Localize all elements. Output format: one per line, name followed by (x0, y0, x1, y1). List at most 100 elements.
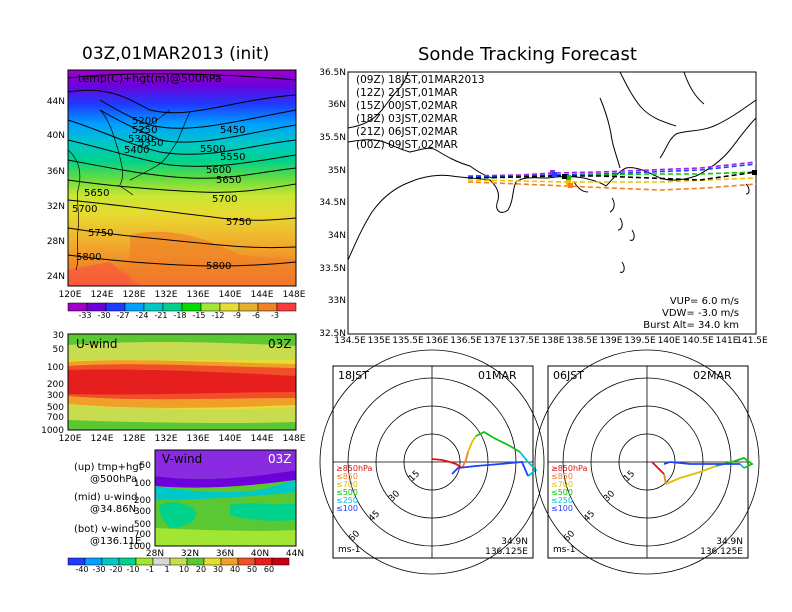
svg-text:-15: -15 (192, 311, 205, 320)
svg-text:40N: 40N (251, 549, 269, 559)
colorbar-swatch (271, 557, 290, 566)
svg-text:40N: 40N (47, 131, 65, 141)
contour-label: 5450 (220, 125, 245, 136)
contour-label: 5250 (132, 125, 157, 136)
colorbar-swatch (86, 302, 107, 312)
uwind-x-ticks: 120E 124E 128E 132E 136E 140E 144E 148E (59, 434, 306, 444)
svg-text:700: 700 (47, 413, 64, 423)
contour-label: 5550 (220, 152, 245, 163)
svg-text:≤100: ≤100 (551, 504, 573, 513)
svg-text:30: 30 (213, 565, 223, 574)
hodo-right-unit: ms-1 (553, 545, 575, 555)
svg-text:10: 10 (179, 565, 189, 574)
svg-text:≤700: ≤700 (551, 480, 573, 489)
hodo-right-legend: ≥850hPa ≤850 ≤700 ≤500 ≤250 ≤100 (551, 464, 588, 513)
svg-text:100: 100 (47, 363, 64, 373)
vwind-time: 03Z (268, 452, 292, 466)
svg-text:135E: 135E (368, 336, 391, 346)
svg-text:124E: 124E (91, 290, 114, 300)
hodo-right-lat: 34.9N (716, 537, 743, 547)
svg-text:144E: 144E (251, 290, 274, 300)
svg-text:-30: -30 (97, 311, 110, 320)
svg-text:Burst Alt= 34.0 km: Burst Alt= 34.0 km (643, 320, 739, 331)
colorbar-swatch (203, 557, 222, 566)
colorbar-swatch (254, 557, 273, 566)
svg-text:132E: 132E (155, 290, 178, 300)
contour-label: 5500 (200, 144, 225, 155)
map-panel-label: temp(C)+hgt(m)@500hPa (78, 72, 222, 85)
svg-text:≤850: ≤850 (551, 472, 573, 481)
svg-text:32.5N: 32.5N (319, 329, 346, 339)
colorbar-swatch (186, 557, 205, 566)
tracking-lat-ticks: 36.5N 36N 35.5N 35N 34.5N 34N 33.5N 33N … (319, 68, 346, 339)
svg-text:34N: 34N (328, 231, 346, 241)
svg-text:@500hPa: @500hPa (90, 474, 137, 485)
svg-text:@136.11E: @136.11E (90, 536, 141, 547)
svg-text:136E: 136E (426, 336, 449, 346)
svg-text:139E: 139E (600, 336, 623, 346)
svg-text:32N: 32N (47, 202, 65, 212)
right-title: Sonde Tracking Forecast (418, 44, 637, 65)
svg-text:-24: -24 (135, 311, 148, 320)
contour-label: 5800 (76, 252, 101, 263)
map-frame (67, 69, 297, 287)
svg-text:-12: -12 (211, 311, 224, 320)
hodo-right-lon: 136.125E (700, 547, 743, 557)
wind-colorbar (67, 557, 290, 566)
svg-text:128E: 128E (123, 434, 146, 444)
temperature-colorbar (67, 302, 297, 312)
svg-text:136.5E: 136.5E (450, 336, 482, 346)
svg-text:28N: 28N (146, 549, 164, 559)
svg-text:136E: 136E (187, 290, 210, 300)
tracking-coastline (347, 71, 757, 273)
svg-text:44N: 44N (286, 549, 304, 559)
svg-text:-30: -30 (92, 565, 105, 574)
colorbar-swatch (219, 302, 240, 312)
svg-text:138.5E: 138.5E (566, 336, 598, 346)
uwind-label: U-wind (76, 337, 117, 351)
colorbar-swatch (169, 557, 188, 566)
svg-text:700: 700 (134, 530, 151, 540)
side-legend: (up) tmp+hgt @500hPa (mid) u-wind @34.86… (74, 462, 143, 547)
svg-text:200: 200 (47, 380, 64, 390)
svg-text:50: 50 (247, 565, 257, 574)
svg-text:35N: 35N (328, 166, 346, 176)
svg-text:136E: 136E (187, 434, 210, 444)
colorbar-swatch (84, 557, 103, 566)
vwind-y-ticks: 50 100 200 300 500 700 1000 (128, 461, 151, 552)
svg-text:≤500: ≤500 (336, 488, 358, 497)
tracking-legend: (09Z) 18JST,01MAR2013 (12Z) 21JST,01MAR … (356, 74, 485, 151)
svg-text:120E: 120E (59, 434, 82, 444)
svg-text:≥850hPa: ≥850hPa (336, 464, 373, 473)
hodo-left-unit: ms-1 (338, 545, 360, 555)
hodo-left-date: 01MAR (478, 369, 517, 382)
svg-text:36N: 36N (47, 167, 65, 177)
colorbar-swatch (276, 302, 297, 312)
svg-text:-1: -1 (146, 565, 154, 574)
svg-text:140E: 140E (219, 434, 242, 444)
svg-text:30: 30 (53, 331, 65, 341)
colorbar-swatch (67, 557, 86, 566)
svg-text:100: 100 (134, 479, 151, 489)
colorbar-swatch (143, 302, 164, 312)
svg-text:140.5E: 140.5E (682, 336, 714, 346)
hodo-left-time: 18JST (338, 369, 369, 382)
map-lon-ticks: 120E 124E 128E 132E 136E 140E 144E 148E (59, 290, 306, 300)
colorbar-swatch (152, 557, 171, 566)
svg-text:60: 60 (264, 565, 274, 574)
svg-text:140E: 140E (219, 290, 242, 300)
colorbar-swatch (237, 557, 256, 566)
uwind-frame (67, 333, 297, 431)
contour-label: 5700 (72, 204, 97, 215)
svg-text:34.5N: 34.5N (319, 198, 346, 208)
uwind-time: 03Z (268, 337, 292, 351)
svg-text:36N: 36N (328, 100, 346, 110)
svg-text:-20: -20 (109, 565, 122, 574)
colorbar-swatch (67, 302, 88, 312)
contour-label: 5750 (226, 217, 251, 228)
svg-text:300: 300 (134, 507, 151, 517)
colorbar-swatch (135, 557, 154, 566)
svg-text:500: 500 (134, 520, 151, 530)
temperature-colorbar-ticks: -33 -30 -27 -24 -21 -18 -15 -12 -9 -6 -3 (78, 311, 279, 320)
map-lat-ticks: 44N 40N 36N 32N 28N 24N (47, 97, 65, 282)
